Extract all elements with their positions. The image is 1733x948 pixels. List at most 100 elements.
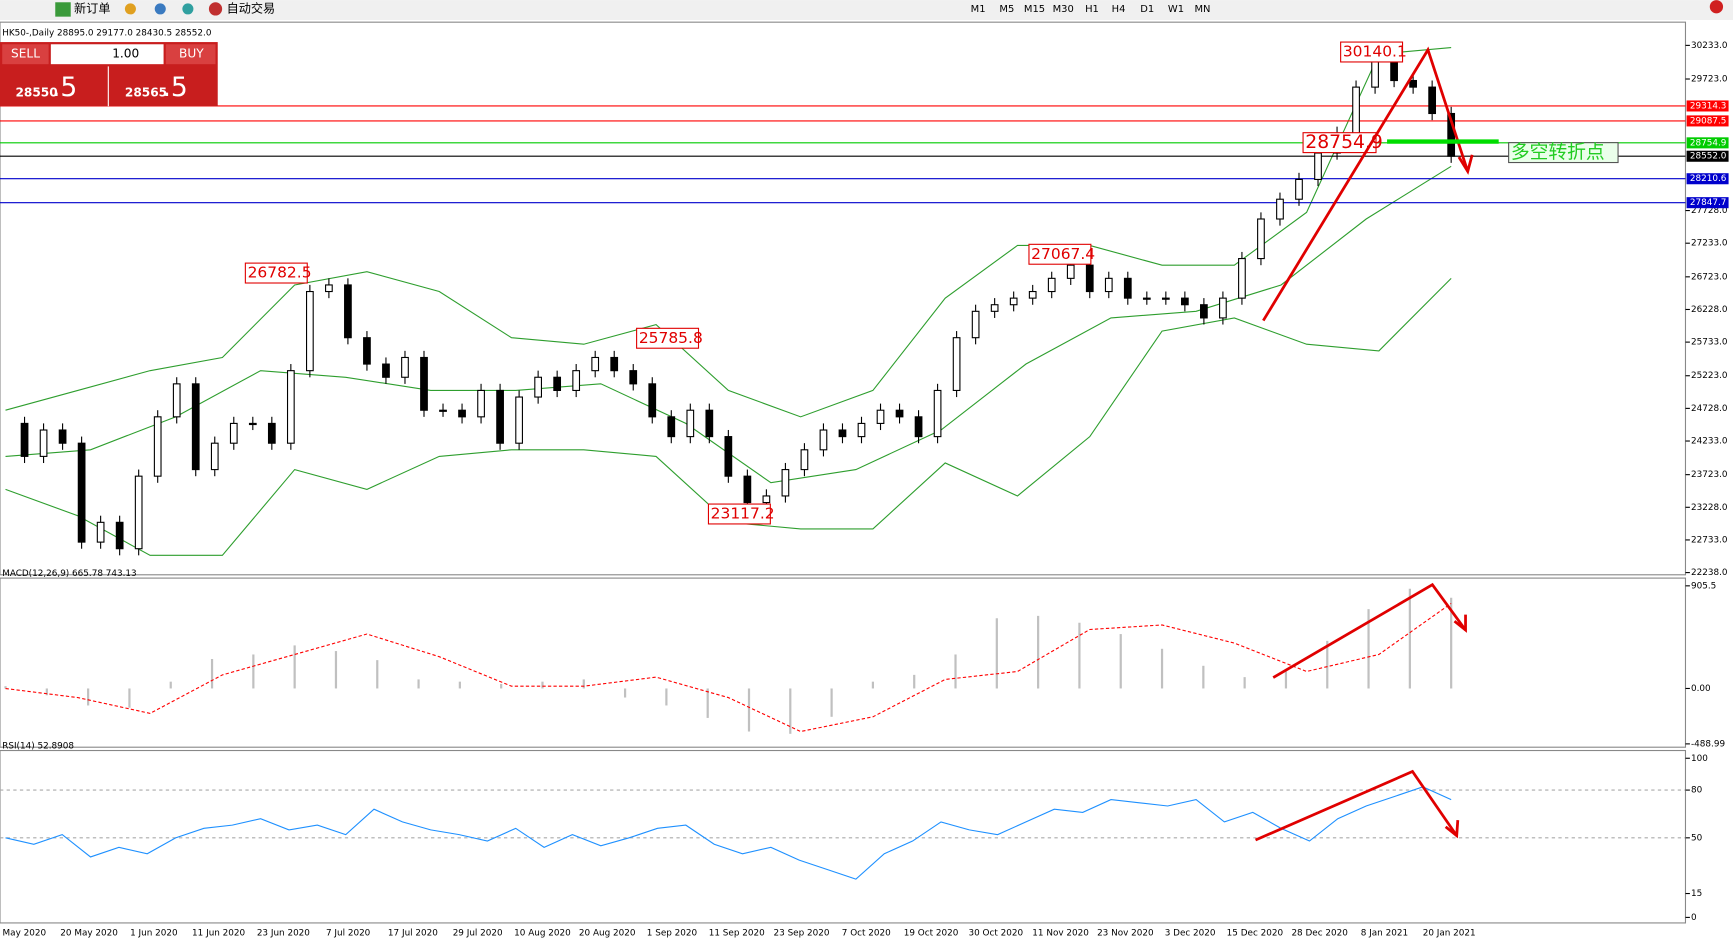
icon[interactable] <box>124 3 136 15</box>
annotation-box <box>636 327 700 349</box>
y-tick-label: 80 <box>1691 786 1703 796</box>
x-tick-label: 17 Jul 2020 <box>388 928 438 938</box>
x-tick-label: 1 Sep 2020 <box>647 928 698 938</box>
candle <box>1428 86 1437 115</box>
candle <box>115 521 124 550</box>
timeframe-button[interactable]: M5 <box>999 4 1014 15</box>
price-tag <box>1686 197 1729 209</box>
y-tick-label: 24233.0 <box>1691 437 1728 447</box>
candle <box>496 389 504 444</box>
timeframe-button[interactable]: D1 <box>1140 4 1154 15</box>
sell-pips[interactable]: .5 <box>52 72 77 103</box>
price-tag-label: 28754.9 <box>1690 138 1727 148</box>
candle <box>667 416 676 438</box>
timeframe-button[interactable]: MN <box>1194 4 1210 15</box>
candle <box>1352 86 1360 134</box>
candle <box>134 475 143 550</box>
buy-pips[interactable]: .5 <box>162 72 187 103</box>
candle <box>762 495 771 504</box>
annotation: 多空转折点 <box>1511 141 1605 163</box>
candle <box>572 370 581 392</box>
candle <box>515 396 523 444</box>
timeframe-button[interactable]: M15 <box>1024 4 1045 15</box>
candle <box>838 429 847 438</box>
candle <box>77 442 86 543</box>
candle <box>1142 297 1151 300</box>
candle <box>58 429 67 444</box>
new-order-button[interactable]: 新订单 <box>74 0 110 15</box>
lot-input[interactable] <box>50 44 164 65</box>
x-tick-label: 1 Jun 2020 <box>130 928 178 938</box>
y-tick-label: 24728.0 <box>1691 404 1728 414</box>
lot-value[interactable]: 1.00 <box>112 47 139 61</box>
y-tick-label: 27233.0 <box>1691 239 1728 249</box>
new-order-icon[interactable] <box>55 2 71 17</box>
buy-label[interactable]: BUY <box>179 47 204 61</box>
candle <box>743 475 752 504</box>
y-tick-label: 30233.0 <box>1691 41 1728 51</box>
annotation-box <box>1508 142 1619 164</box>
candle <box>724 436 733 477</box>
candle <box>439 409 447 412</box>
timeframe-button[interactable]: H1 <box>1085 4 1099 15</box>
x-tick-label: 15 Dec 2020 <box>1227 928 1284 938</box>
candle <box>1276 198 1284 220</box>
candle <box>800 449 809 471</box>
candle <box>267 422 276 444</box>
candle <box>1238 258 1246 299</box>
candle <box>610 356 619 372</box>
timeframe-button[interactable]: H4 <box>1112 4 1126 15</box>
sell-label[interactable]: SELL <box>11 47 40 61</box>
x-tick-label: 20 May 2020 <box>60 928 118 938</box>
candle <box>382 363 390 378</box>
x-tick-label: 20 Aug 2020 <box>579 928 636 938</box>
icon[interactable] <box>182 3 194 15</box>
candle <box>1371 60 1379 88</box>
y-tick-label: 25223.0 <box>1691 371 1728 381</box>
y-tick-label: 0.00 <box>1691 684 1711 694</box>
x-tick-label: 7 Jul 2020 <box>326 928 371 938</box>
timeframe-button[interactable]: M1 <box>971 4 986 15</box>
timeframe-button[interactable]: W1 <box>1168 4 1184 15</box>
x-tick-label: 11 Nov 2020 <box>1032 928 1089 938</box>
candle <box>420 356 428 411</box>
price-tag <box>1686 137 1729 149</box>
candle <box>705 409 714 438</box>
auto-trading-icon[interactable] <box>208 2 223 16</box>
candle <box>153 416 162 477</box>
price-tag-label: 28552.0 <box>1690 152 1727 162</box>
y-tick-label: 26228.0 <box>1691 305 1728 315</box>
panel-title: RSI(14) 52.8908 <box>2 742 74 752</box>
y-tick-label: 23723.0 <box>1691 470 1728 480</box>
candle <box>210 442 219 471</box>
y-tick-label: 50 <box>1691 833 1703 843</box>
x-tick-label: 23 Sep 2020 <box>774 928 830 938</box>
candle <box>1219 297 1227 319</box>
annotation: 28754.9 <box>1305 132 1383 153</box>
price-tag <box>1686 115 1729 127</box>
sell-price[interactable]: 28550 <box>15 85 57 99</box>
notification[interactable] <box>1709 0 1724 14</box>
buy-button[interactable] <box>165 44 216 65</box>
y-tick-label: 27728.0 <box>1691 206 1728 216</box>
candle <box>1200 304 1208 319</box>
trend-arrows <box>1254 46 1474 842</box>
icon[interactable] <box>154 3 166 15</box>
y-tick-label: 905.5 <box>1691 581 1716 591</box>
macd-panel <box>0 577 1687 748</box>
candle <box>344 284 352 339</box>
buy-price[interactable]: 28565 <box>125 85 167 99</box>
timeframe-button[interactable]: M30 <box>1053 4 1074 15</box>
candle <box>781 469 790 497</box>
annotation: 23117.2 <box>711 504 775 522</box>
annotation: 26782.5 <box>248 264 312 282</box>
candle <box>895 409 904 418</box>
price-tag <box>1686 150 1729 162</box>
auto-trading-button[interactable]: 自动交易 <box>227 0 276 15</box>
sell-button[interactable] <box>2 44 49 65</box>
x-tick-label: 30 Oct 2020 <box>969 928 1024 938</box>
annotation-box <box>1028 243 1092 265</box>
x-tick-label: 23 Jun 2020 <box>257 928 310 938</box>
candle <box>96 521 105 543</box>
